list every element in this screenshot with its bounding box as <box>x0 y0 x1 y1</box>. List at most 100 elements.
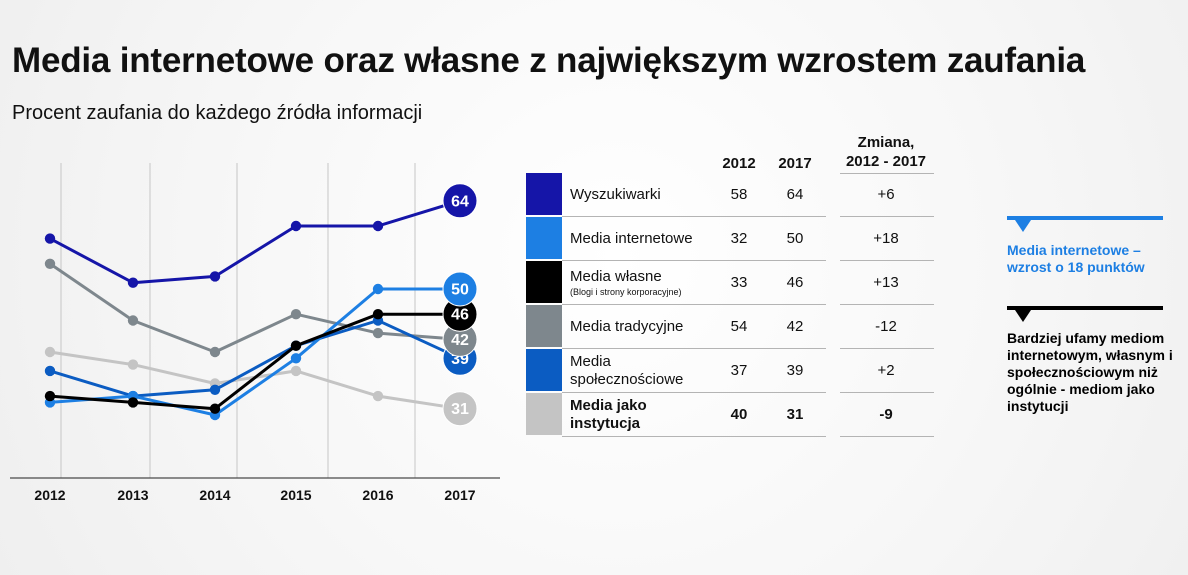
callout-blue-text: Media internetowe – wzrost o 18 punktów <box>1007 242 1145 275</box>
table-row-media-wlasne: Media własne (Blogi i strony korporacyjn… <box>526 261 934 305</box>
value-2012: 32 <box>730 230 748 247</box>
x-tick-label-2017: 2017 <box>444 487 475 503</box>
row-divider-change <box>840 216 934 217</box>
table-row-media-jako-instytucja: Media jako instytucja 40 31 -9 <box>526 393 934 437</box>
value-change: -9 <box>879 406 893 423</box>
row-label-text: Wyszukiwarki <box>570 186 661 203</box>
value-change: +18 <box>873 230 899 247</box>
series-end-label-0: 64 <box>451 193 469 210</box>
row-divider-change <box>840 436 934 437</box>
table-header-2017: 2017 <box>778 155 812 172</box>
row-divider <box>562 216 826 217</box>
value-2012: 37 <box>730 362 748 379</box>
row-label-text: Media internetowe <box>570 230 693 247</box>
x-tick-label-2014: 2014 <box>199 487 230 503</box>
value-2017: 46 <box>786 274 804 291</box>
value-2012: 33 <box>730 274 748 291</box>
series-point-0-1 <box>127 277 139 288</box>
row-label-media-wlasne: Media własne (Blogi i strony korporacyjn… <box>570 261 720 305</box>
page-title: Media internetowe oraz własne z najwięks… <box>12 41 1086 80</box>
legend-swatch-media-internetowe <box>526 217 562 259</box>
x-tick-label-2015: 2015 <box>280 487 311 503</box>
row-label-media-internetowe: Media internetowe <box>570 217 720 261</box>
series-point-5-3 <box>290 365 302 377</box>
legend-swatch-media-jako-instytucja <box>526 393 562 435</box>
series-point-3-0 <box>44 258 56 269</box>
row-label-media-tradycyjne: Media tradycyjne <box>570 305 720 349</box>
series-line-2 <box>49 312 460 411</box>
series-point-1-3 <box>290 353 302 364</box>
series-point-2-1 <box>127 397 139 408</box>
table-header-divider <box>840 173 934 174</box>
series-end-label-1: 50 <box>451 282 469 299</box>
value-2012: 40 <box>730 406 748 423</box>
series-end-label-2: 46 <box>451 307 469 324</box>
row-divider <box>562 304 826 305</box>
row-divider-change <box>840 260 934 261</box>
series-end-marker-0 <box>442 183 478 219</box>
x-tick-label-2012: 2012 <box>34 487 65 503</box>
row-divider-change <box>840 392 934 393</box>
series-point-3-1 <box>127 315 139 326</box>
value-2017: 31 <box>786 406 804 423</box>
series-line-0 <box>49 199 461 285</box>
legend-swatch-media-tradycyjne <box>526 305 562 347</box>
x-tick-label-2016: 2016 <box>362 487 393 503</box>
series-line-4 <box>49 319 461 398</box>
series-line-3 <box>49 262 461 354</box>
series-point-4-2 <box>209 384 221 395</box>
value-2012: 58 <box>730 186 748 203</box>
series-point-3-2 <box>209 346 221 358</box>
legend-swatch-wyszukiwarki <box>526 173 562 215</box>
series-point-5-4 <box>372 390 384 402</box>
value-change: -12 <box>875 318 897 335</box>
row-divider-change <box>840 304 934 305</box>
row-label-text: Media tradycyjne <box>570 318 684 335</box>
table-header-change-line-2: 2012 - 2017 <box>845 153 927 170</box>
series-point-1-4 <box>372 283 384 295</box>
row-label-media-spolecznosciowe: Media społecznościowe <box>570 349 720 393</box>
table-row-media-tradycyjne: Media tradycyjne 54 42 -12 <box>526 305 934 349</box>
series-point-0-2 <box>209 271 221 282</box>
series-point-3-4 <box>372 327 384 339</box>
row-divider <box>562 348 826 349</box>
value-change: +6 <box>877 186 895 203</box>
table-header-change: Zmiana, 2012 - 2017 <box>838 133 934 171</box>
value-2017: 39 <box>786 362 804 379</box>
series-point-0-4 <box>372 220 384 232</box>
row-label-text: Media społecznościowe <box>570 353 684 388</box>
series-point-5-0 <box>44 346 56 358</box>
row-label-text: Media własne <box>570 268 662 285</box>
row-divider <box>562 260 826 261</box>
value-2012: 54 <box>730 318 748 335</box>
series-line-1 <box>49 287 460 417</box>
table-row-media-spolecznosciowe: Media społecznościowe 37 39 +2 <box>526 349 934 393</box>
value-2017: 50 <box>786 230 804 247</box>
legend-swatch-media-spolecznosciowe <box>526 349 562 391</box>
row-divider <box>562 436 826 437</box>
table-header-2012: 2012 <box>722 155 756 172</box>
callout-black-arrow <box>1015 310 1031 322</box>
x-tick-label-2013: 2013 <box>117 487 148 503</box>
row-label-media-jako-instytucja: Media jako instytucja <box>570 393 720 437</box>
value-2017: 64 <box>786 186 804 203</box>
series-point-0-3 <box>290 220 302 232</box>
table-header-change-line-1: Zmiana, <box>857 134 915 151</box>
row-label-text: Media jako instytucja <box>570 397 647 432</box>
table-row-media-internetowe: Media internetowe 32 50 +18 <box>526 217 934 261</box>
row-label-wyszukiwarki: Wyszukiwarki <box>570 173 720 217</box>
series-point-3-3 <box>290 309 302 320</box>
row-divider-change <box>840 348 934 349</box>
page-subtitle: Procent zaufania do każdego źródła infor… <box>12 102 423 124</box>
series-point-5-1 <box>127 359 139 370</box>
row-label-note: (Blogi i strony korporacyjne) <box>570 287 682 297</box>
callout-blue-rule <box>1007 216 1163 220</box>
series-point-2-2 <box>209 403 221 414</box>
callout-black-text: Bardziej ufamy mediom internetowym, włas… <box>1007 330 1173 414</box>
series-point-2-3 <box>290 340 302 351</box>
series-end-marker-5 <box>442 391 478 427</box>
series-end-label-3: 42 <box>451 332 469 349</box>
series-point-4-0 <box>44 365 56 377</box>
series-point-0-0 <box>44 233 56 244</box>
